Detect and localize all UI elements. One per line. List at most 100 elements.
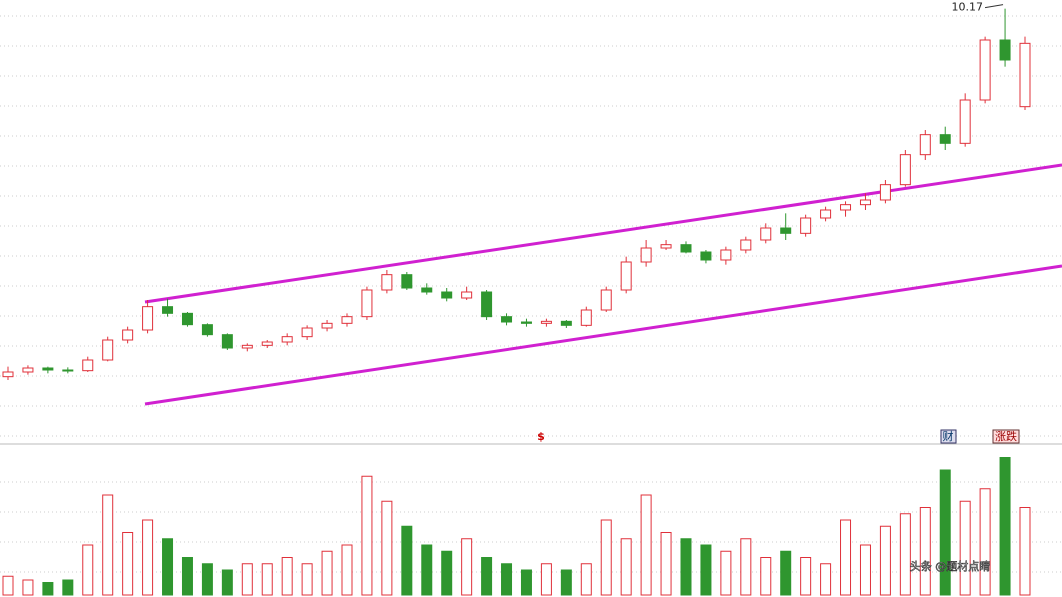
candle-body (899, 154, 911, 186)
volume-bar (720, 550, 732, 596)
volume-bar (102, 494, 114, 596)
volume-bar (840, 519, 852, 596)
candle-body (800, 217, 812, 234)
candle-body (700, 251, 712, 261)
candle-body (441, 291, 453, 299)
candle-body (859, 199, 871, 206)
volume-bar (42, 582, 54, 596)
event-marker: 财 (943, 429, 954, 443)
candle-body (142, 306, 154, 331)
candle-body (720, 249, 732, 261)
volume-bar (600, 519, 612, 596)
candle-body (481, 291, 493, 318)
volume-bar (162, 538, 174, 596)
candle-body (421, 287, 433, 293)
volume-bar (879, 525, 891, 596)
volume-bar (281, 557, 293, 596)
volume-bar (899, 513, 911, 596)
volume-bar (501, 563, 513, 596)
candle-body (979, 39, 991, 101)
volume-bar (640, 494, 652, 596)
volume-bar (540, 563, 552, 596)
volume-bar (241, 563, 253, 596)
candle-body (999, 39, 1011, 61)
volume-bar (760, 557, 772, 596)
candle-body (840, 204, 852, 211)
candle-body (22, 367, 34, 373)
volume-bar (381, 500, 393, 596)
candle-body (520, 321, 532, 324)
candle-body (62, 369, 74, 372)
candle-body (122, 329, 134, 341)
volume-bar (201, 563, 213, 596)
marker-box (992, 429, 1020, 444)
candle-body (102, 339, 114, 361)
volume-bar (301, 563, 313, 596)
volume-bar (261, 563, 273, 596)
volume-bar (181, 557, 193, 596)
candle-body (760, 227, 772, 241)
candle-body (959, 99, 971, 144)
candle-body (879, 184, 891, 201)
candle-body (461, 291, 473, 299)
candle-body (501, 316, 513, 323)
candle-body (2, 371, 14, 378)
volume-bar (461, 538, 473, 596)
event-marker: $ (537, 430, 545, 443)
channel-upper (144, 163, 1062, 304)
candle-body (241, 344, 253, 349)
high-arrow (984, 4, 1004, 9)
volume-bar (520, 569, 532, 596)
event-marker: 涨跌 (995, 429, 1017, 443)
volume-bar (441, 550, 453, 596)
candle-body (780, 227, 792, 234)
candle-body (640, 247, 652, 263)
candle-body (919, 134, 931, 156)
volume-bar (999, 457, 1011, 596)
candle-body (82, 359, 94, 372)
volume-bar (959, 500, 971, 596)
volume-bar (979, 488, 991, 596)
volume-bar (740, 538, 752, 596)
volume-bar (82, 544, 94, 596)
candle-body (560, 320, 572, 326)
volume-bar (62, 579, 74, 596)
candle-body (361, 289, 373, 318)
volume-bar (939, 469, 951, 596)
volume-bar (122, 532, 134, 596)
volume-bar (221, 569, 233, 596)
volume-bar (859, 544, 871, 596)
candle-body (261, 341, 273, 346)
candle-body (42, 367, 54, 371)
volume-bar (620, 538, 632, 596)
volume-bar (321, 550, 333, 596)
high-label: 10.17 (952, 1, 984, 14)
candle-body (221, 334, 233, 349)
candle-body (580, 309, 592, 326)
volume-bar (401, 525, 413, 596)
volume-bar (919, 507, 931, 596)
volume-bar (2, 575, 14, 596)
volume-bar (481, 557, 493, 596)
watermark: 头条 @题材点睛 (910, 559, 991, 573)
candle-body (301, 327, 313, 338)
candle-body (341, 316, 353, 324)
candle-body (181, 312, 193, 326)
volume-bar (820, 563, 832, 596)
volume-bar (780, 550, 792, 596)
candle-body (401, 274, 413, 289)
candle-body (600, 289, 612, 311)
volume-bar (800, 557, 812, 596)
candle-body (680, 244, 692, 253)
candle-body (1019, 42, 1031, 108)
volume-bar (1019, 507, 1031, 596)
candle-body (281, 336, 293, 343)
candle-body (660, 244, 672, 249)
candle-body (620, 261, 632, 291)
volume-bar (341, 544, 353, 596)
volume-bar (421, 544, 433, 596)
candle-body (939, 134, 951, 144)
volume-bar (700, 544, 712, 596)
volume-bar (680, 538, 692, 596)
